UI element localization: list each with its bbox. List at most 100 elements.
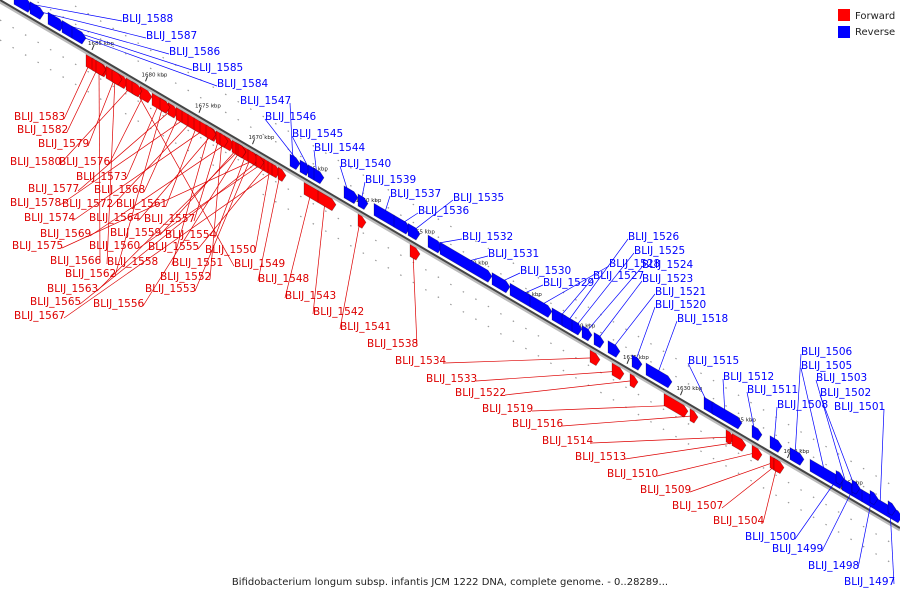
gene-arrow-blij-1516 xyxy=(689,408,699,424)
gene-label: BLIJ_1550 xyxy=(205,244,256,256)
gene-label: BLIJ_1539 xyxy=(365,174,416,186)
leader-line xyxy=(475,371,617,382)
leader-line xyxy=(89,142,228,237)
leader-line xyxy=(34,10,147,39)
gene-label: BLIJ_1567 xyxy=(14,310,65,322)
gene-arrow-blij-1521 xyxy=(607,340,621,358)
backbone-line xyxy=(0,0,900,529)
kbp-tick-mark xyxy=(680,390,683,396)
gene-label: BLIJ_1582 xyxy=(17,124,68,136)
leader-line xyxy=(411,199,454,232)
gene-arrow-blij-1525 xyxy=(571,319,583,336)
gene-label: BLIJ_1504 xyxy=(713,515,765,527)
gene-label: BLIJ_1501 xyxy=(834,401,885,413)
leader-line xyxy=(257,174,281,282)
gene-arrow-blij-1538 xyxy=(409,244,421,261)
leader-line xyxy=(656,452,756,477)
leader-line xyxy=(794,477,839,540)
leader-line xyxy=(59,118,186,206)
gene-arrow-blij-1547 xyxy=(289,153,301,171)
gene-arrow-blij-1540 xyxy=(343,185,359,205)
gene-label: BLIJ_1579 xyxy=(38,138,89,150)
genome-backbone xyxy=(0,0,900,532)
gene-label: BLIJ_1520 xyxy=(655,299,706,311)
gene-label: BLIJ_1578 xyxy=(10,197,61,209)
gene-arrow-blij-1544 xyxy=(313,167,325,185)
gene-arrow-blij-1556 xyxy=(237,143,247,159)
gene-label: BLIJ_1510 xyxy=(607,468,658,480)
gene-label: BLIJ_1503 xyxy=(816,372,867,384)
leader-line xyxy=(79,161,259,305)
gene-label: BLIJ_1512 xyxy=(723,371,774,383)
gene-arrow-blij-1548 xyxy=(277,166,287,182)
gene-label: BLIJ_1506 xyxy=(801,346,853,358)
gene-arrow-blij-1566 xyxy=(95,59,107,77)
gene-arrow-blij-1512 xyxy=(711,401,743,430)
gene-label: BLIJ_1583 xyxy=(14,111,65,123)
gene-arrow-blij-1506 xyxy=(789,446,805,466)
gene-arrow-blij-1565 xyxy=(255,153,265,169)
gene-arrow-blij-1584 xyxy=(71,25,87,45)
gene-arrow-blij-1498 xyxy=(869,489,879,506)
leader-line xyxy=(61,159,256,249)
gene-arrow-blij-1497 xyxy=(887,500,897,516)
gene-arrow-blij-1508 xyxy=(769,435,783,453)
leader-line xyxy=(611,293,656,350)
leader-line xyxy=(76,34,218,87)
leader-line xyxy=(819,394,858,493)
leader-line xyxy=(114,105,164,277)
gene-label: BLIJ_1519 xyxy=(482,403,533,415)
genome-caption: Bifidobacterium longum subsp. infantis J… xyxy=(231,577,669,588)
gene-label: BLIJ_1565 xyxy=(30,296,81,308)
gene-label: BLIJ_1559 xyxy=(110,227,161,239)
leader-line xyxy=(558,277,594,319)
gene-label: BLIJ_1535 xyxy=(453,192,504,204)
gene-label: BLIJ_1576 xyxy=(59,156,111,168)
leader-line xyxy=(59,86,132,165)
kbp-tick-label: 1625 kbp xyxy=(730,418,756,424)
leader-line xyxy=(656,320,678,376)
gene-arrow-blij-1562 xyxy=(159,97,171,114)
gene-arrow-blij-1522 xyxy=(629,373,639,389)
gene-label: BLIJ_1534 xyxy=(395,355,447,367)
gene-label: BLIJ_1568 xyxy=(94,184,145,196)
leader-line xyxy=(444,357,594,364)
kbp-tick-label: 1675 kbp xyxy=(195,104,221,110)
kbp-tick-mark xyxy=(91,44,95,51)
leader-line xyxy=(171,132,210,266)
leader-line xyxy=(312,200,326,315)
leader-line xyxy=(596,280,643,341)
leader-line xyxy=(209,140,223,280)
legend-reverse-swatch xyxy=(838,26,850,38)
leader-line xyxy=(254,168,271,253)
gene-arrow-blij-1536 xyxy=(393,214,411,235)
kbp-tick-mark xyxy=(787,452,790,459)
kbp-tick-label: 1655 kbp xyxy=(409,229,435,235)
kbp-tick-mark xyxy=(198,107,202,113)
gene-label: BLIJ_1497 xyxy=(844,576,895,588)
gene-label: BLIJ_1551 xyxy=(172,257,223,269)
gene-label: BLIJ_1511 xyxy=(747,384,798,396)
legend-reverse-label: Reverse xyxy=(855,27,895,38)
leader-line xyxy=(762,465,778,524)
legend: Forward Reverse xyxy=(838,9,895,38)
gene-label: BLIJ_1561 xyxy=(116,198,167,210)
leader-line xyxy=(214,154,247,238)
leader-line xyxy=(63,62,91,120)
gene-label: BLIJ_1587 xyxy=(146,30,197,42)
leader-line xyxy=(591,436,729,444)
leader-line xyxy=(879,408,885,507)
gene-arrow-blij-1542 xyxy=(317,190,337,212)
gene-label: BLIJ_1505 xyxy=(801,360,852,372)
gene-label: BLIJ_1549 xyxy=(234,258,285,270)
leader-line xyxy=(194,157,252,292)
gene-label: BLIJ_1508 xyxy=(777,399,828,411)
gene-arrow-blij-1533 xyxy=(611,362,625,381)
kbp-tick-label: 1660 kbp xyxy=(356,198,382,204)
leader-line xyxy=(584,266,643,334)
gene-label: BLIJ_1509 xyxy=(640,484,691,496)
leader-line xyxy=(857,497,873,569)
leader-line xyxy=(77,110,172,192)
guide-line-2 xyxy=(0,19,900,549)
leader-line xyxy=(111,121,192,207)
